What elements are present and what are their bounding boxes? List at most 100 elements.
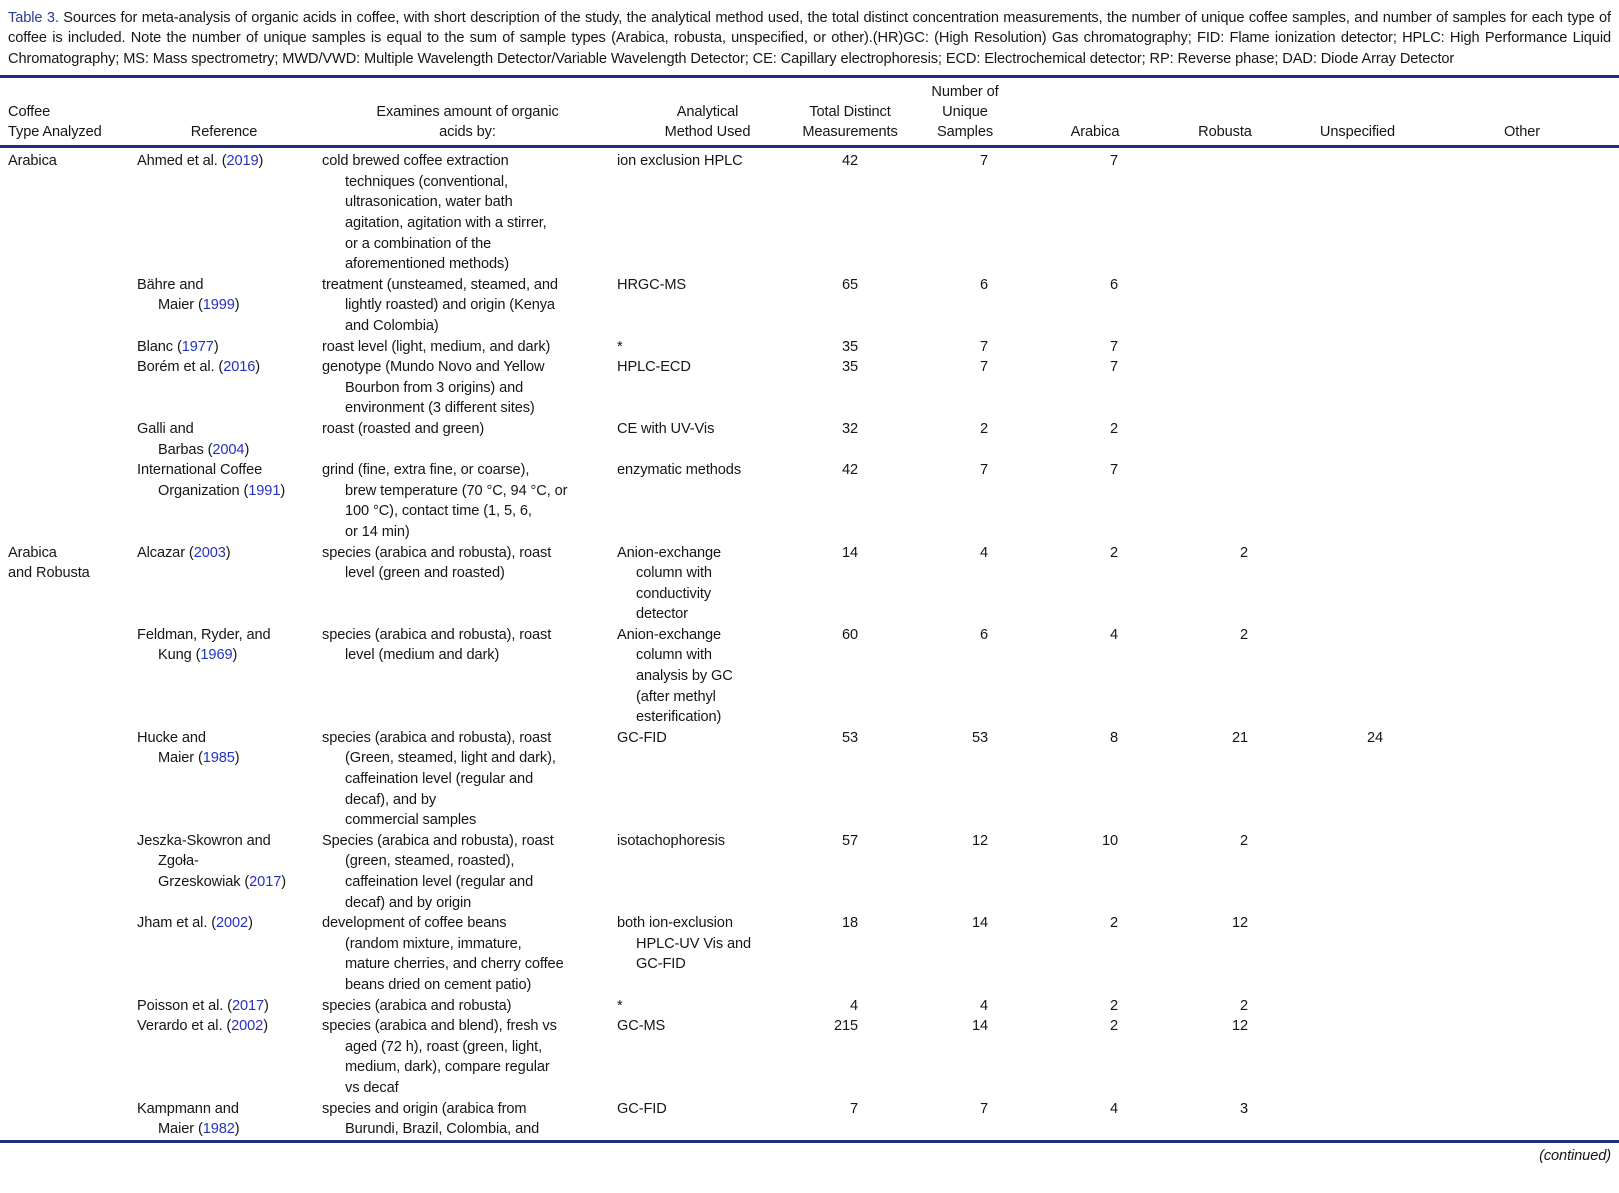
- cell-robusta: [1160, 357, 1290, 419]
- cell-description: species (arabica and robusta): [320, 996, 615, 1017]
- cell-other: [1425, 543, 1619, 625]
- cell-arabica: 8: [1109, 729, 1118, 746]
- reference-year-link[interactable]: 2017: [231, 997, 265, 1014]
- cell-reference: Jeszka-Skowron and Zgoła- Grzeskowiak (201…: [128, 831, 320, 913]
- cell-unique: 53: [971, 729, 988, 746]
- cell-method-line: GC-MS: [617, 1018, 666, 1035]
- cell-reference-line: Verardo et al. (2002): [137, 1018, 268, 1035]
- cell-coffee-type: [0, 625, 128, 728]
- cell-unspecified: 24: [1366, 729, 1383, 746]
- cell-description-line: agitation, agitation with a stirrer,: [345, 215, 547, 231]
- cell-reference: Alcazar (2003): [128, 543, 320, 625]
- col-header-other: Other: [1425, 76, 1619, 149]
- cell-unspecified: [1290, 357, 1425, 419]
- cell-total: 42: [841, 153, 858, 170]
- cell-description-line: (green, steamed, roasted),: [345, 853, 515, 870]
- cell-description-line: beans dried on cement patio): [345, 976, 532, 993]
- cell-coffee-type: [0, 357, 128, 419]
- cell-arabica: 2: [1109, 915, 1118, 932]
- cell-method: GC-FID: [615, 1099, 800, 1142]
- cell-coffee-type-line: and Robusta: [8, 565, 90, 582]
- cell-coffee-type: [0, 419, 128, 460]
- table-row: Galli and Barbas (2004) roast (roasted and…: [0, 419, 1619, 460]
- cell-reference: Verardo et al. (2002): [128, 1016, 320, 1098]
- reference-year-link[interactable]: 2017: [249, 874, 282, 890]
- col-header-robusta: Robusta: [1160, 76, 1290, 149]
- cell-robusta: [1160, 419, 1290, 460]
- reference-year-link[interactable]: 2002: [231, 1018, 264, 1035]
- reference-year-link[interactable]: 2016: [223, 359, 256, 376]
- cell-description-line: cold brewed coffee extraction: [322, 153, 509, 170]
- reference-year-link[interactable]: 2004: [212, 441, 245, 458]
- reference-year-link[interactable]: 1991: [248, 482, 281, 499]
- table-row: International Coffee Organization (1991) g…: [0, 460, 1619, 542]
- cell-method-line: *: [617, 338, 623, 355]
- reference-year-link[interactable]: 2003: [193, 544, 226, 561]
- reference-year-link[interactable]: 1977: [181, 338, 214, 355]
- cell-method-line: CE with UV-Vis: [617, 420, 715, 437]
- cell-coffee-type: [0, 1016, 128, 1098]
- cell-unspecified: [1290, 1099, 1425, 1142]
- cell-reference-line: Hucke and: [137, 729, 206, 746]
- cell-method: CE with UV-Vis: [615, 419, 800, 460]
- cell-description-line: Bourbon from 3 origins) and: [345, 379, 524, 396]
- cell-method-line: HPLC-UV Vis and: [636, 935, 752, 952]
- reference-year-link[interactable]: 2019: [226, 153, 259, 170]
- table-caption-text: Sources for meta-analysis of organic aci…: [8, 10, 1611, 67]
- cell-reference-line: Jeszka-Skowron and: [137, 832, 271, 849]
- cell-unspecified: [1290, 419, 1425, 460]
- cell-description-line: species and origin (arabica from: [322, 1100, 527, 1117]
- cell-description: Species (arabica and robusta), roast (gre…: [320, 831, 615, 913]
- reference-year-link[interactable]: 1985: [202, 750, 235, 767]
- cell-total: 35: [841, 359, 858, 376]
- cell-description-line: aged (72 h), roast (green, light,: [345, 1038, 543, 1055]
- cell-method: isotachophoresis: [615, 831, 800, 913]
- cell-method-line: Anion-exchange: [617, 544, 722, 561]
- reference-year-link[interactable]: 1969: [200, 647, 233, 664]
- cell-method-line: HRGC-MS: [617, 276, 687, 293]
- cell-coffee-type: [0, 728, 128, 831]
- table-row: Blanc (1977) roast level (light, medium, …: [0, 337, 1619, 358]
- cell-coffee-type: [0, 275, 128, 337]
- cell-reference-line: Jham et al. (2002): [137, 915, 253, 932]
- cell-coffee-type: [0, 831, 128, 913]
- cell-total: 65: [841, 276, 858, 293]
- cell-other: [1425, 728, 1619, 831]
- cell-method: Anion-exchange column with conductivity det…: [615, 543, 800, 625]
- reference-year-link[interactable]: 2002: [216, 915, 249, 932]
- cell-unique: 14: [971, 915, 988, 932]
- cell-coffee-type: [0, 460, 128, 542]
- cell-description: species (arabica and robusta), roast leve…: [320, 625, 615, 728]
- cell-robusta: 2: [1239, 626, 1248, 643]
- cell-unique: 12: [971, 832, 988, 849]
- cell-description-line: medium, dark), compare regular: [345, 1059, 550, 1076]
- cell-description-line: level (medium and dark): [345, 647, 500, 664]
- cell-description-line: roast level (light, medium, and dark): [322, 338, 551, 355]
- cell-total: 42: [841, 462, 858, 479]
- table-row: Borém et al. (2016) genotype (Mundo Novo …: [0, 357, 1619, 419]
- cell-description-line: caffeination level (regular and: [345, 771, 534, 788]
- cell-method: both ion-exclusion HPLC-UV Vis and GC-FID: [615, 913, 800, 995]
- cell-reference-line: Poisson et al. (2017): [137, 997, 269, 1014]
- cell-reference-line: International Coffee: [137, 462, 263, 479]
- cell-other: [1425, 996, 1619, 1017]
- cell-reference: Bähre and Maier (1999): [128, 275, 320, 337]
- cell-method-line: isotachophoresis: [617, 832, 725, 849]
- table-caption-label: Table 3.: [8, 10, 59, 26]
- cell-reference-line: Maier (1982): [158, 1121, 240, 1138]
- cell-description: genotype (Mundo Novo and Yellow Bourbon f…: [320, 357, 615, 419]
- cell-description-line: techniques (conventional,: [345, 173, 509, 190]
- table-caption: Table 3. Sources for meta-analysis of or…: [8, 8, 1611, 69]
- cell-method-line: detector: [636, 606, 688, 623]
- cell-reference-line: Alcazar (2003): [137, 544, 231, 561]
- reference-year-link[interactable]: 1999: [202, 297, 235, 314]
- cell-unspecified: [1290, 337, 1425, 358]
- cell-description-line: grind (fine, extra fine, or coarse),: [322, 462, 530, 479]
- cell-unspecified: [1290, 996, 1425, 1017]
- cell-other: [1425, 357, 1619, 419]
- cell-arabica: 4: [1109, 1100, 1118, 1117]
- reference-year-link[interactable]: 1982: [202, 1121, 235, 1138]
- cell-reference-line: Kung (1969): [158, 647, 238, 664]
- cell-reference-line: Kampmann and: [137, 1100, 239, 1117]
- cell-robusta: [1160, 147, 1290, 275]
